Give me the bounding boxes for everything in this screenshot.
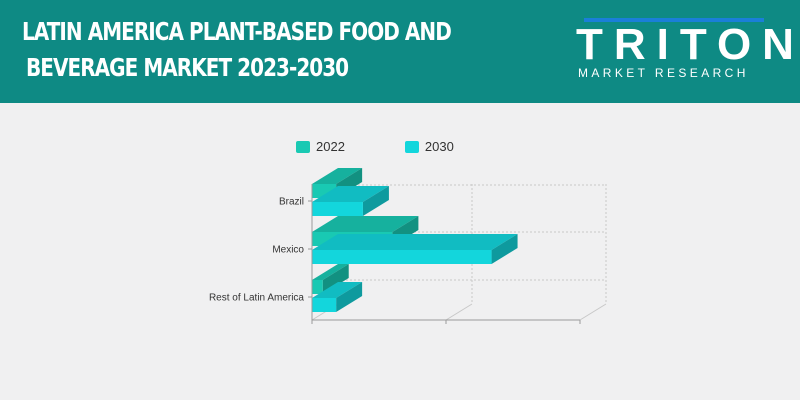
- category-label: Mexico: [272, 245, 304, 256]
- bar-2030-rest-of-latin-america: [312, 298, 337, 312]
- legend-label-2022: 2022: [316, 139, 345, 154]
- bar-2022-rest-of-latin-america: [312, 280, 323, 294]
- bar-end-face: [362, 186, 389, 216]
- header-banner: LATIN AMERICA PLANT-BASED FOOD AND BEVER…: [0, 0, 800, 103]
- bar-top-face: [312, 282, 363, 298]
- bar-end-face: [322, 264, 349, 294]
- bar-2030-mexico: [312, 250, 492, 264]
- bar-top-face: [312, 216, 419, 232]
- legend-label-2030: 2030: [424, 139, 454, 154]
- category-label: Rest of Latin America: [209, 293, 304, 304]
- bar-2030-brazil: [312, 202, 363, 216]
- logo-wordmark: TRITON: [576, 20, 800, 69]
- legend-swatch-2022: [296, 141, 310, 153]
- grid-floor-line: [445, 303, 473, 321]
- legend-swatch-2030: [404, 141, 419, 153]
- chart-legend: 2022 2030: [296, 138, 514, 156]
- triton-logo: TRITON MARKET RESEARCH: [576, 18, 800, 84]
- page-title: LATIN AMERICA PLANT-BASED FOOD AND BEVER…: [22, 14, 452, 86]
- logo-accent-bar: [584, 18, 764, 22]
- title-line-2: BEVERAGE MARKET 2023-2030: [26, 53, 349, 82]
- bar-end-face: [336, 282, 363, 312]
- bar-top-face: [312, 186, 389, 202]
- grid-floor-line: [579, 303, 607, 321]
- title-line-1: LATIN AMERICA PLANT-BASED FOOD AND: [22, 17, 452, 46]
- legend-item-2022: 2022: [296, 138, 345, 156]
- legend-item-2030: 2030: [404, 138, 454, 156]
- logo-subtitle: MARKET RESEARCH: [578, 66, 749, 80]
- bar-top-face: [312, 234, 518, 250]
- bar-top-face: [312, 168, 363, 184]
- category-label: Brazil: [279, 197, 304, 208]
- bar-top-face: [312, 264, 349, 280]
- bar-end-face: [491, 234, 518, 264]
